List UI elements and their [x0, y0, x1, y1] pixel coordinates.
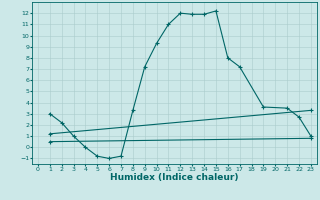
X-axis label: Humidex (Indice chaleur): Humidex (Indice chaleur)	[110, 173, 239, 182]
